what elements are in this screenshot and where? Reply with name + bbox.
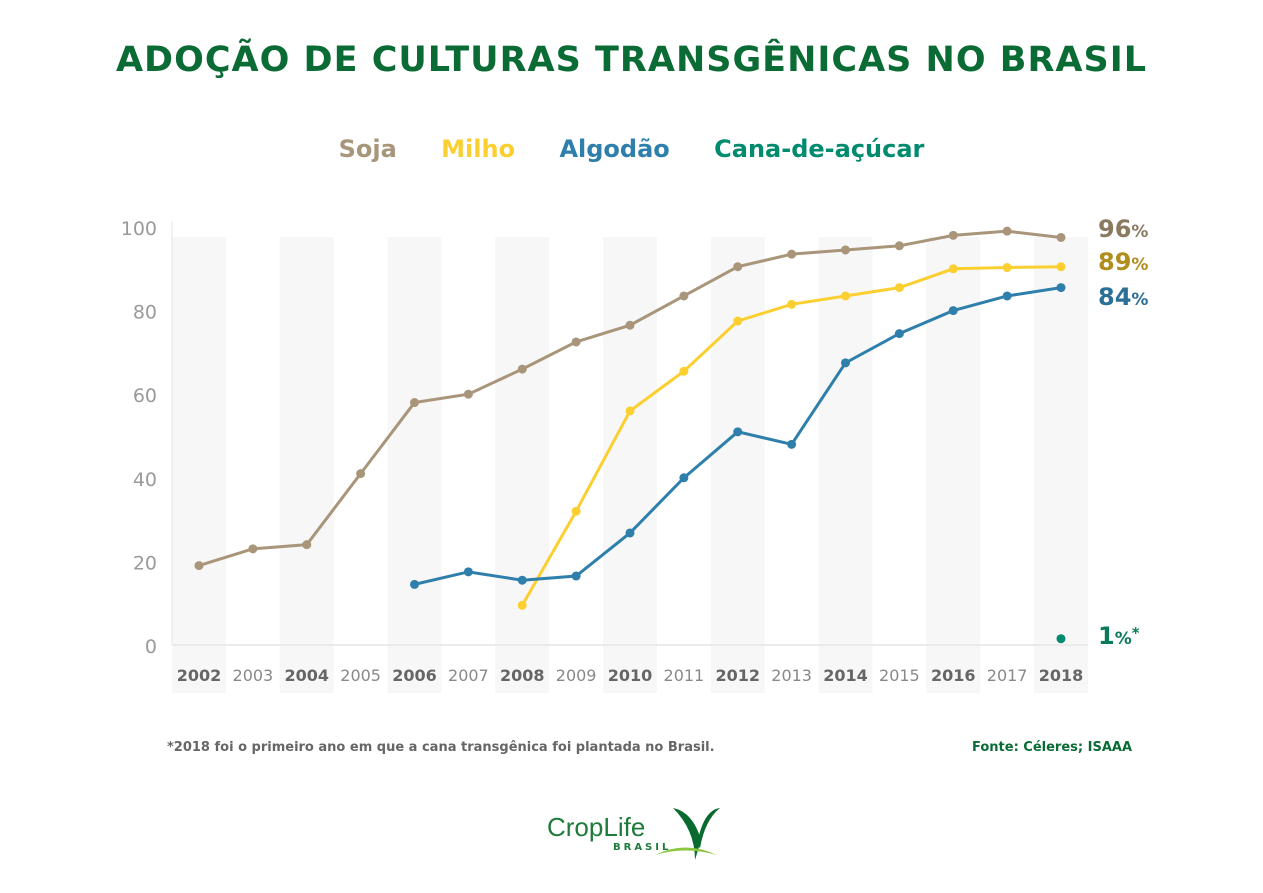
x-tick-label: 2002: [177, 666, 222, 685]
data-point: [841, 358, 850, 368]
logo-word: CropLife: [547, 812, 646, 842]
data-point: [410, 398, 419, 408]
legend-cana: Cana-de-açúcar: [714, 135, 925, 163]
data-point: [517, 575, 527, 585]
data-point: [1056, 283, 1066, 293]
end-label-0: 96%: [1098, 215, 1148, 243]
year-band: [387, 237, 442, 693]
data-point: [571, 571, 581, 581]
sprout-icon: [655, 808, 720, 860]
data-point: [302, 540, 312, 550]
data-point: [1056, 232, 1066, 242]
y-tick-label: 100: [121, 218, 157, 240]
y-tick-label: 80: [133, 302, 157, 324]
x-tick-label: 2016: [931, 666, 976, 685]
data-point: [410, 579, 419, 589]
data-point: [1002, 291, 1012, 301]
data-point: [517, 600, 527, 610]
legend: Soja Milho Algodão Cana-de-açúcar: [0, 135, 1263, 163]
year-band: [172, 237, 226, 693]
x-tick-label: 2010: [608, 666, 653, 685]
y-tick-label: 0: [145, 636, 157, 658]
year-band: [1034, 237, 1088, 693]
data-point: [841, 245, 850, 255]
legend-soja: Soja: [338, 135, 397, 163]
data-point: [1002, 263, 1012, 273]
x-tick-label: 2006: [392, 666, 437, 685]
data-point: [948, 306, 958, 316]
data-point: [625, 320, 635, 330]
y-tick-label: 20: [133, 552, 157, 574]
data-point: [194, 561, 204, 571]
croplife-logo: CropLife BRASIL: [545, 800, 720, 862]
end-label-2: 84%: [1098, 283, 1148, 311]
x-tick-label: 2012: [715, 666, 760, 685]
data-point: [625, 528, 635, 538]
data-point: [948, 230, 958, 240]
data-point: [679, 291, 689, 301]
logo-sub: BRASIL: [613, 842, 672, 853]
year-band: [495, 237, 550, 693]
data-point: [248, 544, 258, 554]
year-band: [710, 237, 765, 693]
data-point: [1002, 226, 1012, 236]
data-point: [1056, 262, 1066, 272]
x-tick-label: 2015: [879, 666, 920, 685]
data-point: [787, 299, 797, 309]
data-point: [733, 262, 743, 272]
data-point: [787, 249, 797, 259]
data-point: [679, 366, 689, 376]
data-point: [463, 389, 473, 399]
data-point: [841, 291, 850, 301]
x-tick-label: 2008: [500, 666, 545, 685]
data-point: [463, 567, 473, 577]
data-point: [894, 283, 904, 293]
footnote: *2018 foi o primeiro ano em que a cana t…: [167, 740, 715, 755]
year-band: [279, 237, 334, 693]
chart-title: ADOÇÃO DE CULTURAS TRANSGÊNICAS NO BRASI…: [115, 40, 1148, 80]
data-point: [571, 506, 581, 516]
legend-algodao: Algodão: [559, 135, 670, 163]
legend-milho: Milho: [441, 135, 516, 163]
year-band: [818, 237, 873, 693]
x-tick-label: 2011: [664, 666, 705, 685]
data-point: [733, 316, 743, 326]
data-point: [571, 337, 581, 347]
x-tick-label: 2007: [448, 666, 489, 685]
source-note: Fonte: Céleres; ISAAA: [972, 740, 1132, 755]
end-label-3: 1%*: [1098, 622, 1140, 650]
data-point: [679, 473, 689, 483]
data-point: [733, 427, 743, 437]
data-point: [356, 469, 366, 479]
x-tick-label: 2003: [233, 666, 274, 685]
data-point: [894, 329, 904, 339]
x-tick-label: 2014: [823, 666, 868, 685]
x-tick-label: 2013: [771, 666, 812, 685]
data-point: [948, 264, 958, 274]
end-label-1: 89%: [1098, 248, 1148, 276]
y-tick-label: 40: [133, 469, 157, 491]
x-tick-label: 2005: [340, 666, 381, 685]
y-tick-label: 60: [133, 385, 157, 407]
x-tick-label: 2009: [556, 666, 597, 685]
x-tick-label: 2018: [1039, 666, 1084, 685]
data-point: [894, 241, 904, 251]
data-point: [517, 364, 527, 374]
data-point: [787, 439, 797, 449]
x-tick-label: 2004: [284, 666, 329, 685]
data-point: [625, 406, 635, 416]
year-band: [603, 237, 657, 693]
data-point: [1056, 634, 1066, 644]
x-tick-label: 2017: [987, 666, 1028, 685]
